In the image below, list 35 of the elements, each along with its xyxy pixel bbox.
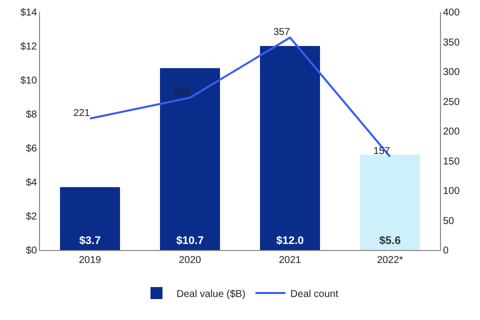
data-label: $5.6 — [379, 235, 401, 247]
legend-label: Deal value ($B) — [176, 288, 246, 300]
x-tick-label: 2019 — [78, 255, 102, 266]
data-label: $12.0 — [276, 235, 304, 247]
y2-tick-label: 0 — [443, 246, 449, 256]
y2-tick-label: 150 — [443, 156, 460, 168]
legend-label: Deal count — [290, 288, 338, 300]
bar — [260, 46, 320, 250]
y-tick-label: $4 — [26, 178, 38, 188]
y2-tick-label: 400 — [443, 8, 460, 18]
y-tick-label: $0 — [26, 246, 38, 256]
y2-tick-label: 250 — [443, 96, 460, 108]
bar — [160, 68, 220, 250]
y2-tick-label: 300 — [443, 67, 460, 78]
y2-tick-label: 200 — [443, 126, 460, 138]
y-tick-label: $2 — [26, 212, 38, 222]
data-label: 256 — [173, 87, 190, 98]
x-tick-label: 2021 — [278, 255, 302, 266]
line-series — [89, 36, 391, 158]
y2-tick-label: 100 — [443, 186, 460, 197]
y-tick-label: $8 — [26, 110, 38, 120]
y-tick-label: $6 — [26, 144, 38, 154]
y-tick-label: $12 — [20, 42, 38, 52]
y-tick-label: $10 — [20, 76, 38, 86]
data-label: $3.7 — [79, 235, 101, 247]
data-label: 221 — [73, 108, 90, 120]
x-tick-label: 2022* — [376, 255, 404, 266]
y2-tick-label: 50 — [443, 216, 455, 227]
x-tick-label: 2020 — [178, 255, 202, 266]
data-label: $10.7 — [176, 235, 204, 247]
y2-tick-label: 350 — [443, 37, 460, 48]
bar — [360, 154, 420, 250]
bar — [60, 187, 120, 250]
y-tick-label: $14 — [20, 8, 38, 18]
data-label: 357 — [273, 27, 290, 38]
